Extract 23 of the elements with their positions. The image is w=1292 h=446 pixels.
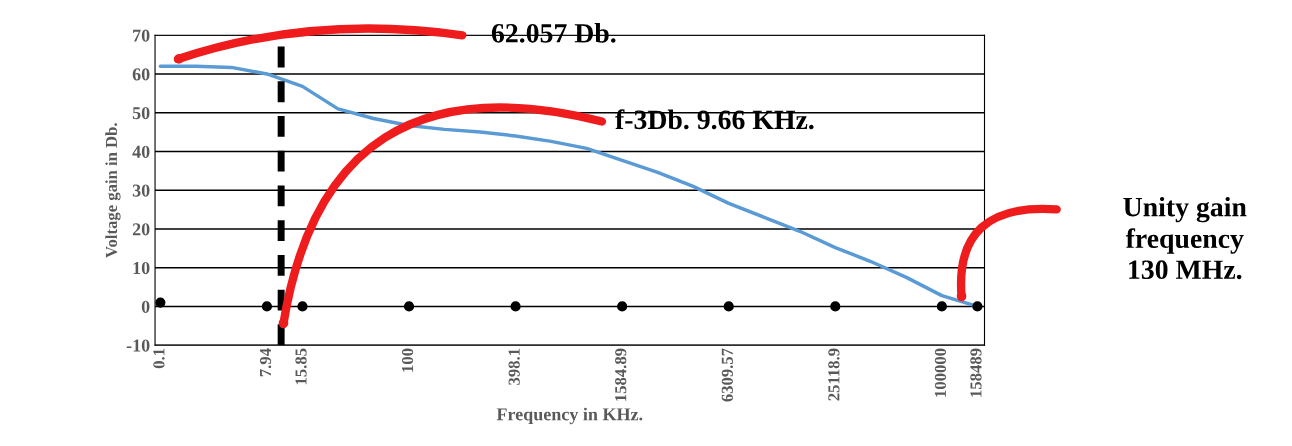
y-tick-label: 30 [132, 184, 150, 197]
x-tick-label: 7.94 [259, 348, 272, 377]
y-tick-label: 20 [132, 223, 150, 236]
y-tick-label: 10 [133, 261, 150, 275]
y-tick-label: 70 [133, 29, 150, 42]
x-tick-label: 25118.9 [828, 348, 840, 401]
x-tick-label: 100000 [934, 348, 947, 397]
annotation: f-3Db. 9.66 KHz. [615, 109, 814, 130]
text: Unity gain frequency 130 MHz. [1123, 196, 1247, 280]
x-tick-label: 15.85 [295, 348, 307, 385]
x-tick-label: 158489 [970, 348, 982, 397]
x-axis-title: Frequency in KHz. [496, 407, 643, 425]
x-tick-label: 100 [401, 348, 414, 372]
x-tick-label: 6309.57 [721, 348, 733, 402]
y-axis-title: Voltage gain in Db. [105, 123, 121, 258]
y-tick-label: 60 [132, 68, 150, 81]
y-tick-label: 50 [132, 106, 150, 120]
x-tick-label: 0.1 [153, 348, 165, 369]
x-tick-label: 1584.89 [615, 348, 627, 401]
x-tick-label: 398.1 [508, 348, 520, 385]
y-tick-label: 0 [141, 300, 150, 313]
y-tick-label: -10 [126, 339, 150, 352]
y-tick-label: 40 [132, 145, 150, 158]
